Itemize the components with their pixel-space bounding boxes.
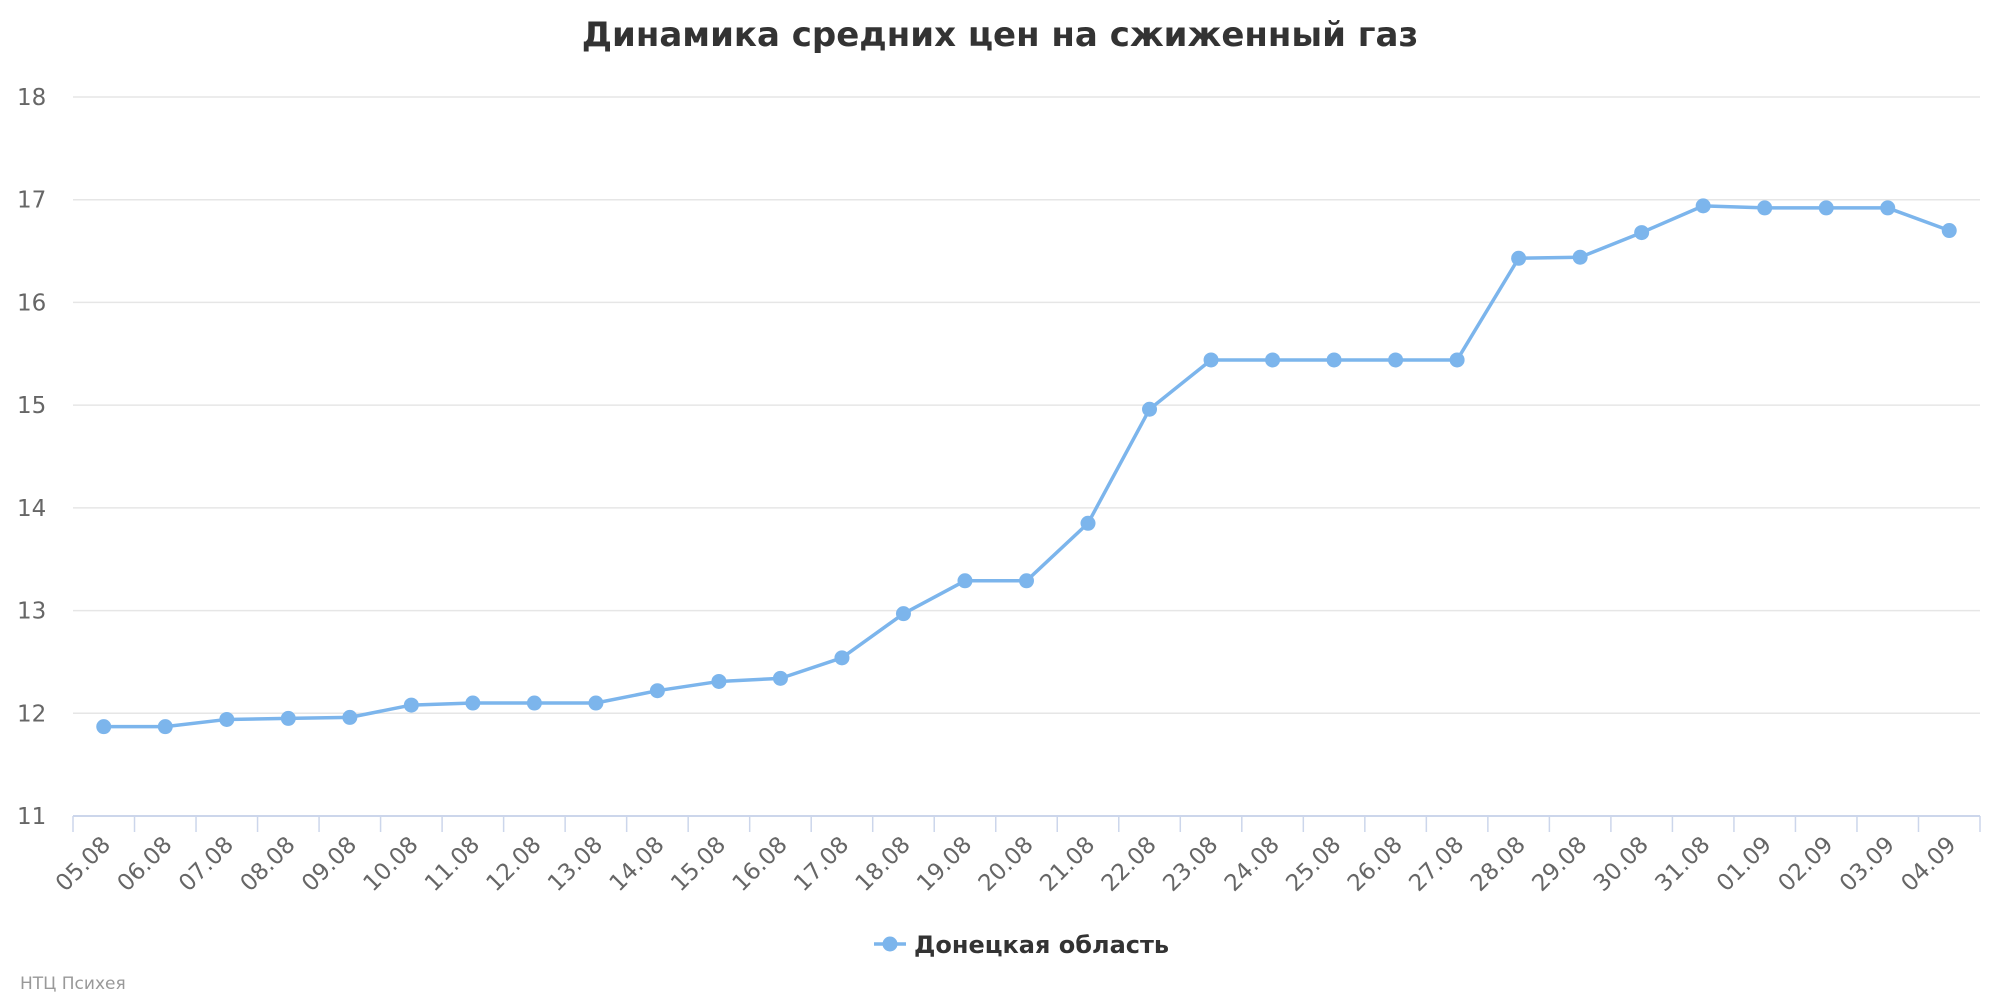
x-tick-label: 19.08 <box>912 832 977 897</box>
x-tick-label: 06.08 <box>113 832 178 897</box>
legend-symbol-marker <box>882 936 898 952</box>
data-point <box>834 650 850 666</box>
data-point <box>342 709 358 725</box>
data-point <box>1203 352 1219 368</box>
data-point <box>711 673 727 689</box>
data-point <box>1634 225 1650 241</box>
x-tick-label: 10.08 <box>359 832 424 897</box>
data-point <box>649 683 665 699</box>
data-point <box>588 695 604 711</box>
x-tick-label: 12.08 <box>482 832 547 897</box>
x-tick-label: 08.08 <box>236 832 301 897</box>
x-tick-label: 24.08 <box>1220 832 1285 897</box>
data-point <box>1142 401 1158 417</box>
series-group <box>96 198 1957 735</box>
credits-label[interactable]: НТЦ Психея <box>20 974 126 994</box>
y-tick-label: 11 <box>17 804 46 830</box>
x-tick-label: 26.08 <box>1343 832 1408 897</box>
data-point <box>526 695 542 711</box>
y-tick-label: 17 <box>17 188 46 214</box>
x-tick-label: 11.08 <box>420 832 485 897</box>
y-tick-label: 18 <box>17 85 46 111</box>
x-tick-label: 17.08 <box>789 832 854 897</box>
chart-title: Динамика средних цен на сжиженный газ <box>582 15 1419 55</box>
data-point <box>465 695 481 711</box>
x-tick-label: 02.09 <box>1773 832 1838 897</box>
x-tick-label: 07.08 <box>174 832 239 897</box>
x-tick-label: 20.08 <box>974 832 1039 897</box>
x-tick-label: 09.08 <box>297 832 362 897</box>
data-point <box>957 573 973 589</box>
y-tick-label: 15 <box>17 393 46 419</box>
x-tick-label: 22.08 <box>1097 832 1162 897</box>
x-tick-label: 14.08 <box>605 832 670 897</box>
x-tick-label: 03.09 <box>1835 832 1900 897</box>
x-tick-label: 21.08 <box>1035 832 1100 897</box>
data-point <box>1757 200 1773 216</box>
legend-item-label: Донецкая область <box>914 931 1169 959</box>
data-point <box>1019 573 1034 589</box>
data-point <box>772 670 788 686</box>
y-tick-label: 14 <box>17 496 46 522</box>
y-tick-label: 12 <box>17 701 46 727</box>
data-point <box>1818 200 1834 216</box>
x-tick-label: 28.08 <box>1466 832 1531 897</box>
data-point <box>1941 223 1957 239</box>
data-point <box>1449 352 1465 368</box>
legend[interactable]: Донецкая область <box>874 931 1169 959</box>
y-tick-label: 16 <box>17 290 46 316</box>
x-tick-label: 15.08 <box>666 832 731 897</box>
x-tick-label: 23.08 <box>1158 832 1223 897</box>
y-tick-label: 13 <box>17 599 46 625</box>
x-tick-label: 29.08 <box>1527 832 1592 897</box>
x-tick-label: 16.08 <box>728 832 793 897</box>
x-tick-label: 13.08 <box>543 832 608 897</box>
data-point <box>1572 249 1588 265</box>
x-tick-label: 18.08 <box>851 832 916 897</box>
gridlines <box>73 96 1980 715</box>
data-point <box>1265 352 1281 368</box>
x-axis: 05.0806.0807.0808.0809.0810.0811.0812.08… <box>51 815 1981 897</box>
data-point <box>403 697 419 713</box>
data-point <box>157 719 173 735</box>
data-point <box>1388 352 1404 368</box>
data-point <box>280 710 296 726</box>
series-line <box>102 204 1951 729</box>
data-point <box>1080 515 1096 531</box>
x-tick-label: 31.08 <box>1650 832 1715 897</box>
data-point <box>1511 250 1527 266</box>
x-tick-label: 04.09 <box>1897 832 1962 897</box>
x-tick-label: 30.08 <box>1589 832 1654 897</box>
data-point <box>219 711 235 727</box>
data-point <box>1880 200 1896 216</box>
data-point <box>96 719 112 735</box>
x-tick-label: 25.08 <box>1281 832 1346 897</box>
x-tick-label: 01.09 <box>1712 832 1777 897</box>
data-point <box>1695 198 1711 214</box>
data-point <box>1326 352 1342 368</box>
y-axis: 11 12 13 14 15 16 17 18 <box>17 85 46 830</box>
x-tick-label: 27.08 <box>1404 832 1469 897</box>
data-point <box>895 606 911 622</box>
x-tick-label: 05.08 <box>51 832 116 897</box>
